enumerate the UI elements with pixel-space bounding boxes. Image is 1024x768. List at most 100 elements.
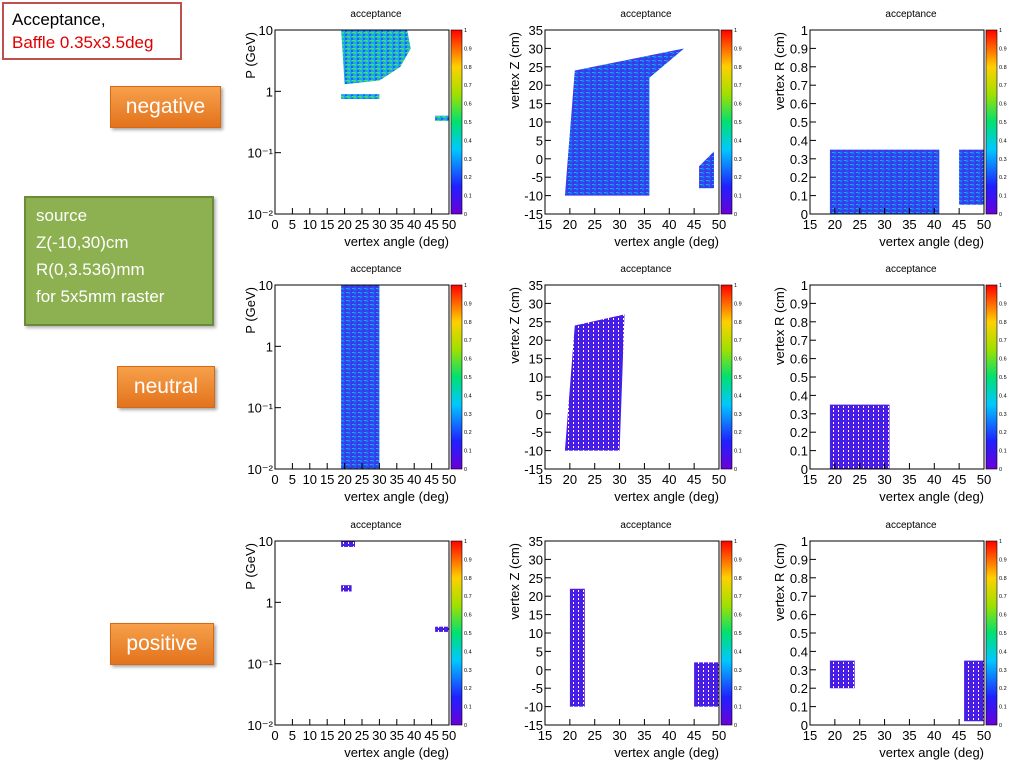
plot-positive-2-region-1 xyxy=(569,588,585,707)
plot-positive-2-colorbar-label-4: 0.4 xyxy=(734,649,742,655)
plot-positive-1-xtick-label-4: 20 xyxy=(337,728,351,743)
source-line-2: Z(-10,30)cm xyxy=(36,233,129,252)
plot-positive-2-colorbar-label-6: 0.6 xyxy=(734,613,742,619)
plot-negative-3-region-1 xyxy=(829,149,940,214)
plot-positive-1-frame xyxy=(274,540,450,726)
plot-negative-2-ytick-label-2: -5 xyxy=(531,170,543,185)
plot-positive-3-colorbar-label-10: 1 xyxy=(999,539,1002,545)
plot-positive-3-colorbar-label-4: 0.4 xyxy=(999,649,1007,655)
plot-negative-2-ytick-label-1: -10 xyxy=(524,189,543,204)
plot-positive-3-ytick-label-2: 0.2 xyxy=(790,681,808,696)
plot-neutral-2-colorbar-label-10: 1 xyxy=(734,283,737,289)
plot-negative-2-ytick-label-5: 10 xyxy=(529,115,543,130)
plot-neutral-3-ytick-label-4: 0.4 xyxy=(790,388,808,403)
plot-neutral-2-title: acceptance xyxy=(620,264,672,275)
plot-negative-1-ytick-label-2: 1 xyxy=(266,84,273,99)
plot-neutral-2-colorbar xyxy=(720,284,733,470)
plot-positive-3-colorbar xyxy=(985,540,998,726)
plot-neutral-1-xtick-label-3: 15 xyxy=(320,472,334,487)
plot-negative-2-xtick-label-1: 20 xyxy=(563,217,577,232)
plot-negative-3-ytick-label-8: 0.8 xyxy=(790,60,808,75)
plot-negative-3-ylabel: vertex R (cm) xyxy=(772,32,787,110)
plot-neutral-3-colorbar-label-10: 1 xyxy=(999,283,1002,289)
plot-positive-3-ytick-label-10: 1 xyxy=(801,534,808,549)
plot-negative-2-xtick-label-7: 50 xyxy=(712,217,726,232)
plot-negative-2-ytick-label-10: 35 xyxy=(529,23,543,38)
slide-title-box: Acceptance, Baffle 0.35x3.5deg xyxy=(2,2,182,60)
plot-neutral-1-colorbar-label-5: 0.5 xyxy=(464,375,472,381)
plot-negative-1-ytick-label-3: 10 xyxy=(259,23,273,38)
plot-neutral-3-ytick-label-2: 0.2 xyxy=(790,425,808,440)
source-info-box: source Z(-10,30)cm R(0,3.536)mm for 5x5m… xyxy=(24,196,214,326)
plot-positive-3-frame xyxy=(809,540,985,726)
plot-neutral-3-ytick-label-8: 0.8 xyxy=(790,315,808,330)
plot-neutral-1-ytick-label-1: 10⁻¹ xyxy=(247,401,273,416)
plot-negative-1-colorbar-label-5: 0.5 xyxy=(464,120,472,126)
plot-negative-3-xtick-label-7: 50 xyxy=(977,217,991,232)
plot-negative-3-ytick-label-1: 0.1 xyxy=(790,189,808,204)
plot-neutral-3-colorbar-label-7: 0.7 xyxy=(999,338,1007,344)
plot-positive-2-colorbar-label-9: 0.9 xyxy=(734,557,742,563)
plot-positive-1-ylabel: P (GeV) xyxy=(243,543,258,590)
plot-positive-3-colorbar-label-5: 0.5 xyxy=(999,631,1007,637)
plot-neutral-3-xtick-label-3: 30 xyxy=(877,472,891,487)
plot-negative-1-xtick-label-2: 10 xyxy=(303,217,317,232)
plot-negative-2-ytick-label-0: -15 xyxy=(524,207,543,222)
plot-negative-3-colorbar-label-10: 1 xyxy=(999,28,1002,34)
plot-positive-3-colorbar-label-3: 0.3 xyxy=(999,668,1007,674)
plot-negative-1-colorbar xyxy=(450,29,463,215)
plot-negative-3-xtick-label-0: 15 xyxy=(803,217,817,232)
slide-title: Acceptance, xyxy=(12,10,106,29)
plot-negative-2-region-2 xyxy=(699,151,714,189)
plot-neutral-2-colorbar-label-0: 0 xyxy=(734,467,737,473)
plot-positive-2-ytick-label-4: 5 xyxy=(536,644,543,659)
plot-neutral-3-colorbar-label-9: 0.9 xyxy=(999,301,1007,307)
plot-neutral-2-colorbar-label-4: 0.4 xyxy=(734,393,742,399)
plot-neutral-2-ytick-label-3: 0 xyxy=(536,407,543,422)
plot-neutral-3-xtick-label-7: 50 xyxy=(977,472,991,487)
plot-positive-1-xtick-label-8: 40 xyxy=(407,728,421,743)
plot-negative-1-colorbar-label-4: 0.4 xyxy=(464,138,472,144)
plot-negative-1-colorbar-label-10: 1 xyxy=(464,28,467,34)
plot-negative-2-ytick-label-4: 5 xyxy=(536,133,543,148)
plot-neutral-2-region-1 xyxy=(564,314,625,451)
plot-neutral-2-ytick-label-1: -10 xyxy=(524,444,543,459)
plot-negative-1-xtick-label-6: 30 xyxy=(372,217,386,232)
plot-negative-2-xtick-label-0: 15 xyxy=(538,217,552,232)
plot-positive-2-colorbar xyxy=(720,540,733,726)
plot-positive-2-title: acceptance xyxy=(620,520,672,531)
plot-negative-1-colorbar-label-3: 0.3 xyxy=(464,157,472,163)
plot-neutral-2-ytick-label-2: -5 xyxy=(531,425,543,440)
plot-negative-3-region-2 xyxy=(959,149,984,205)
plot-neutral-1-xtick-label-0: 0 xyxy=(271,472,278,487)
plot-positive-3-xtick-label-1: 20 xyxy=(828,728,842,743)
plot-positive-1-xtick-label-1: 5 xyxy=(289,728,296,743)
plot-neutral-3-xtick-label-2: 25 xyxy=(852,472,866,487)
plot-negative-3-xtick-label-3: 30 xyxy=(877,217,891,232)
source-line-1: source xyxy=(36,206,88,225)
plot-negative-3-colorbar-label-4: 0.4 xyxy=(999,138,1007,144)
plot-positive-2-xtick-label-5: 40 xyxy=(662,728,676,743)
plot-positive-2-ytick-label-6: 15 xyxy=(529,608,543,623)
plot-negative-2-colorbar-label-1: 0.1 xyxy=(734,194,742,200)
plot-negative-2-colorbar-label-9: 0.9 xyxy=(734,46,742,52)
plot-negative-3-xtick-label-1: 20 xyxy=(828,217,842,232)
plot-positive-2-colorbar-label-10: 1 xyxy=(734,539,737,545)
plot-neutral-2-colorbar-label-1: 0.1 xyxy=(734,449,742,455)
plot-positive-2-ytick-label-3: 0 xyxy=(536,663,543,678)
plot-negative-1-xtick-label-9: 45 xyxy=(424,217,438,232)
plot-positive-2-xtick-label-4: 35 xyxy=(637,728,651,743)
plot-positive-3-ytick-label-7: 0.7 xyxy=(790,589,808,604)
plot-neutral-3-colorbar-label-2: 0.2 xyxy=(999,430,1007,436)
plot-negative-1-ytick-label-0: 10⁻² xyxy=(247,207,273,222)
plot-positive-3-colorbar-label-9: 0.9 xyxy=(999,557,1007,563)
plot-negative-3-colorbar-label-0: 0 xyxy=(999,212,1002,218)
plot-neutral-2-colorbar-label-6: 0.6 xyxy=(734,357,742,363)
plot-neutral-2-ytick-label-8: 25 xyxy=(529,315,543,330)
plot-negative-1-xtick-label-8: 40 xyxy=(407,217,421,232)
row-label-positive: positive xyxy=(110,623,214,665)
plot-neutral-2-colorbar-label-2: 0.2 xyxy=(734,430,742,436)
plot-positive-3-ytick-label-0: 0 xyxy=(801,718,808,733)
plot-positive-3-ytick-label-3: 0.3 xyxy=(790,663,808,678)
